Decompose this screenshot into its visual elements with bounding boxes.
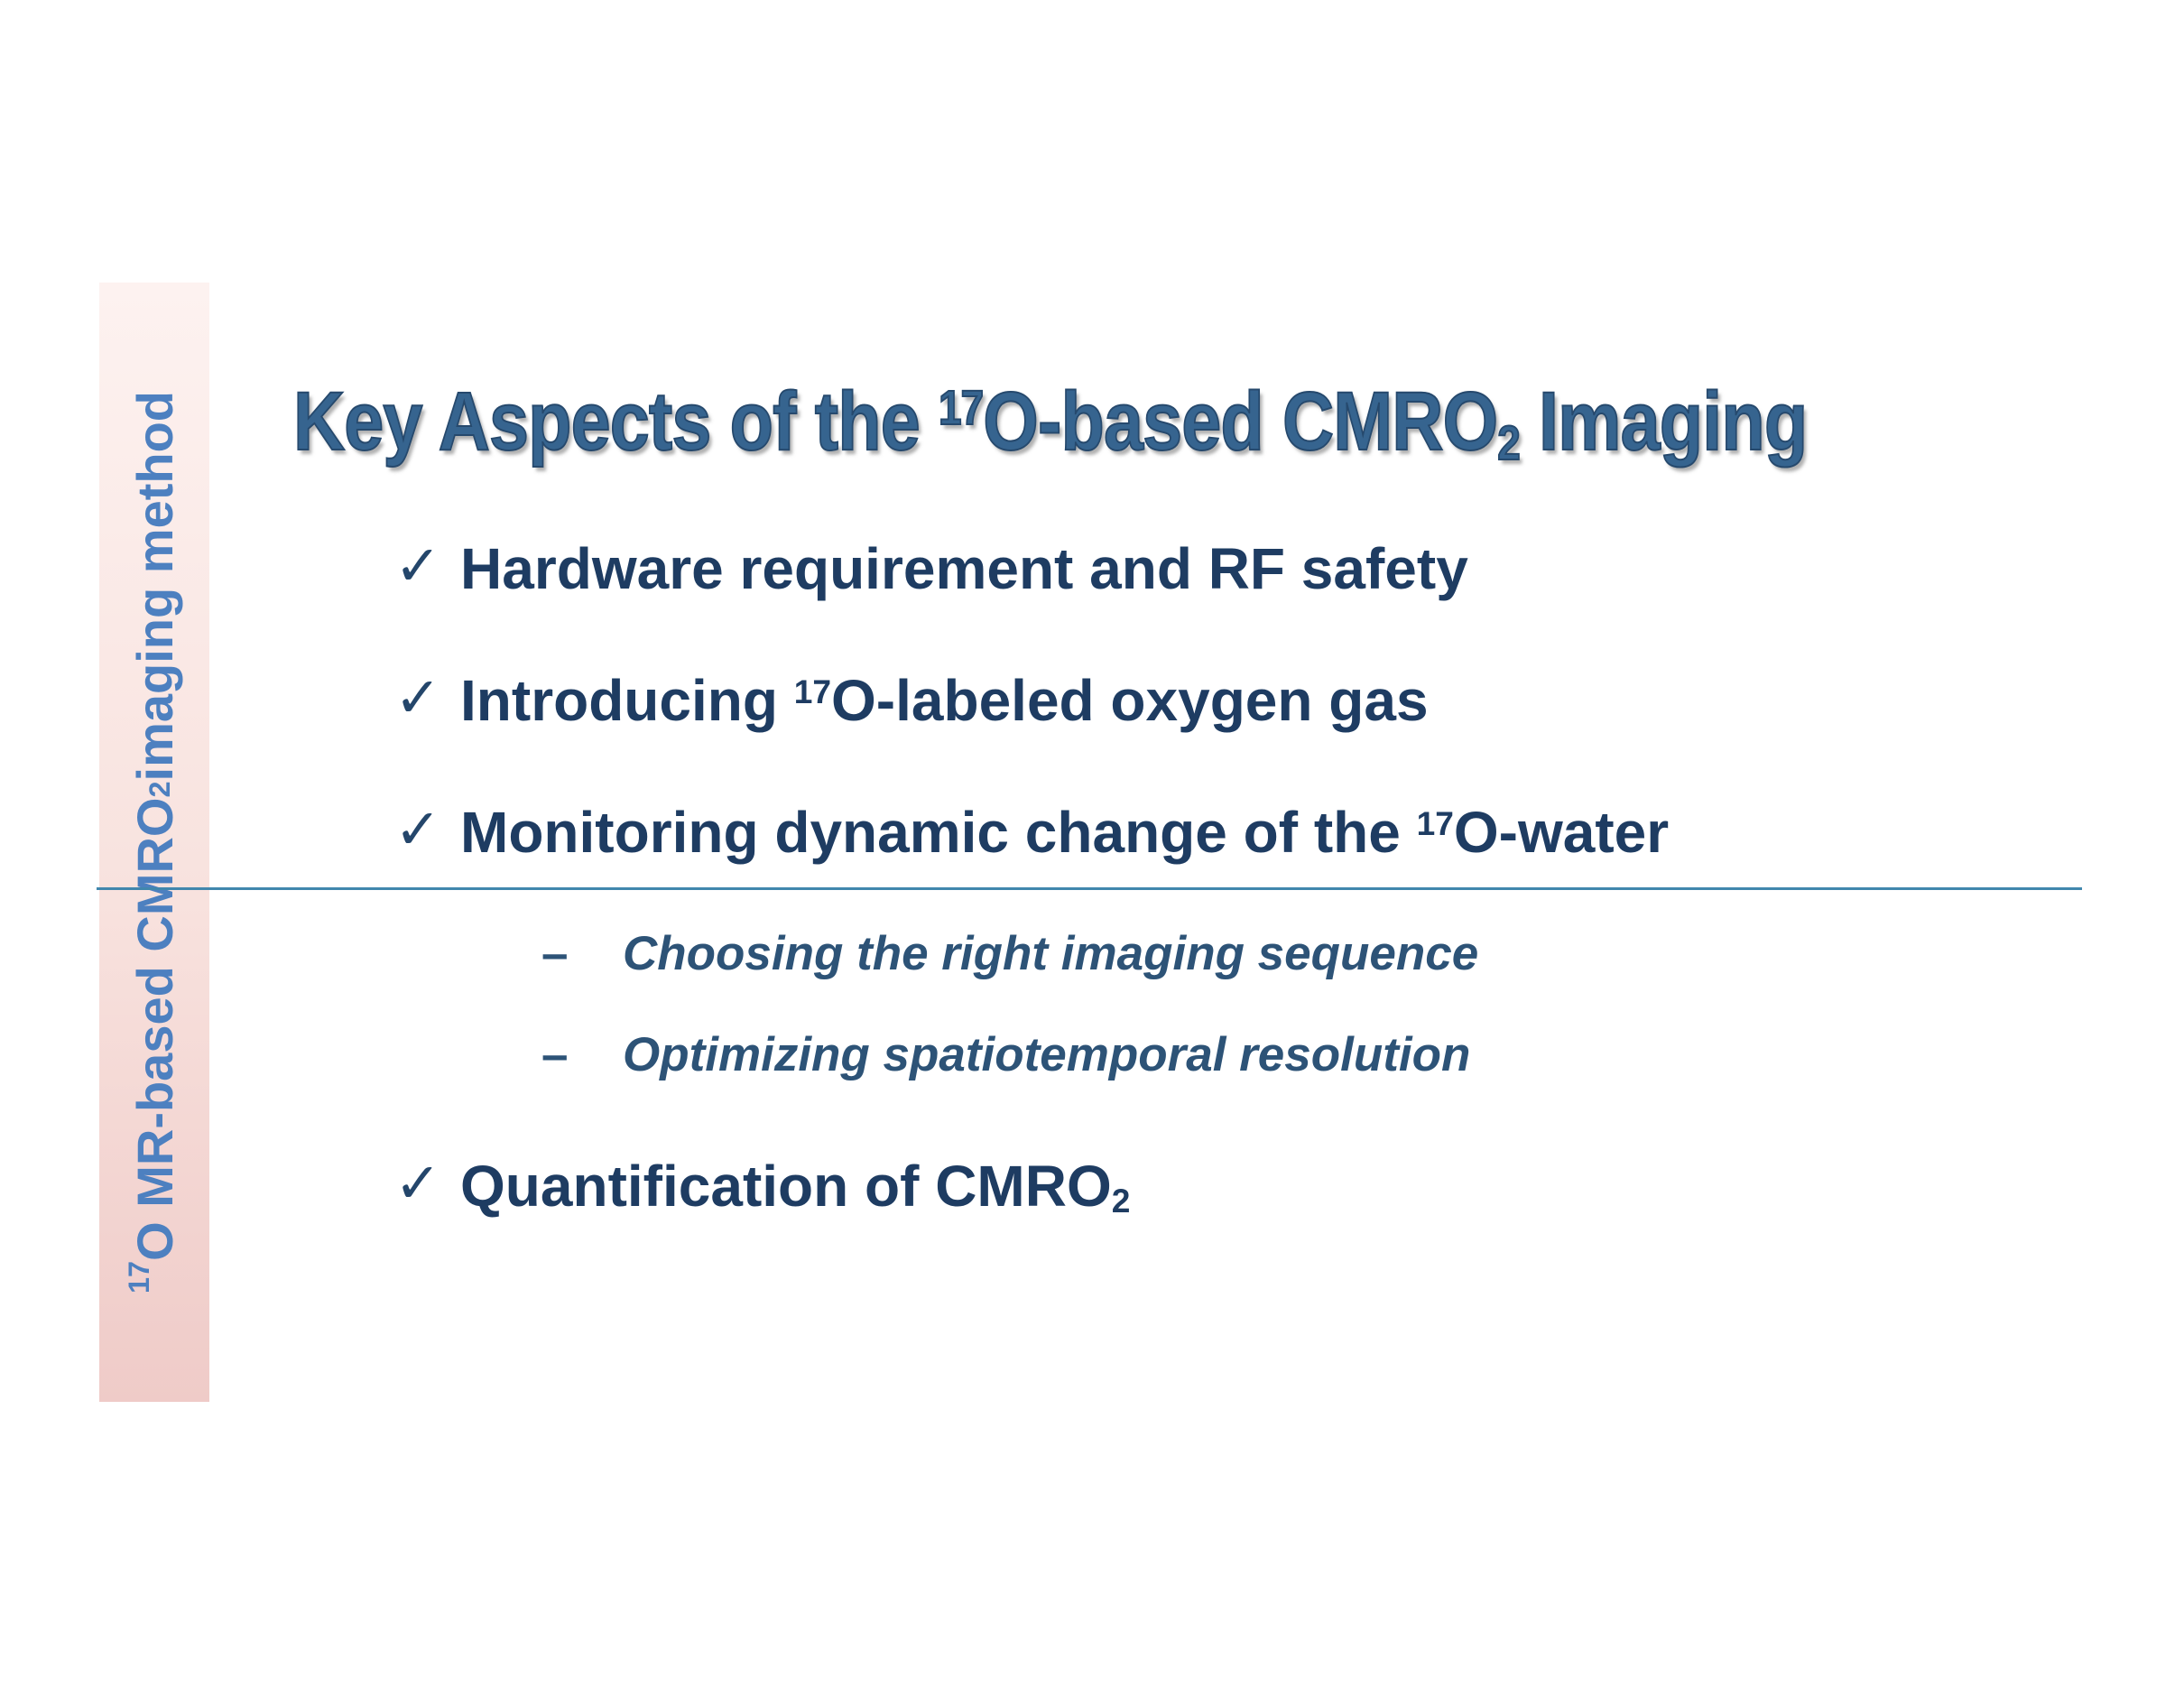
bullet-item: ✓ Monitoring dynamic change of the 17O-w… bbox=[394, 796, 1670, 865]
checkmark-icon: ✓ bbox=[394, 1150, 441, 1216]
sub-bullet-item: – Optimizing spatiotemporal resolution bbox=[541, 1031, 1470, 1079]
checkmark-icon: ✓ bbox=[394, 664, 441, 730]
dash-icon: – bbox=[541, 1028, 569, 1081]
checkmark-icon: ✓ bbox=[394, 796, 441, 862]
slide-title: Key Aspects of the 17O-based CMRO2 Imagi… bbox=[292, 376, 2053, 470]
sub-bullet-item: – Choosing the right imaging sequence bbox=[541, 930, 1478, 978]
bullet-item: ✓ Hardware requirement and RF safety bbox=[394, 533, 1468, 601]
sidebar-background bbox=[99, 283, 209, 1402]
bullet-item: ✓ Introducing 17O-labeled oxygen gas bbox=[394, 664, 1429, 733]
sidebar-vertical-label: 17 O MR-based CMRO 2 imaging method bbox=[122, 391, 183, 1294]
checkmark-icon: ✓ bbox=[394, 533, 441, 598]
dash-icon: – bbox=[541, 927, 569, 980]
bullet-text: Monitoring dynamic change of the 17O-wat… bbox=[460, 800, 1670, 865]
sub-bullet-text: Choosing the right imaging sequence bbox=[623, 927, 1479, 980]
bullet-text: Quantification of CMRO2 bbox=[460, 1154, 1131, 1220]
sub-bullet-text: Optimizing spatiotemporal resolution bbox=[623, 1028, 1471, 1081]
bullet-text: Introducing 17O-labeled oxygen gas bbox=[460, 668, 1429, 733]
slide-title-text: Key Aspects of the 17O-based CMRO2 Imagi… bbox=[292, 376, 1809, 470]
divider-line bbox=[97, 887, 2082, 890]
bullet-text: Hardware requirement and RF safety bbox=[460, 536, 1468, 601]
bullet-item: ✓ Quantification of CMRO2 bbox=[394, 1150, 1131, 1220]
